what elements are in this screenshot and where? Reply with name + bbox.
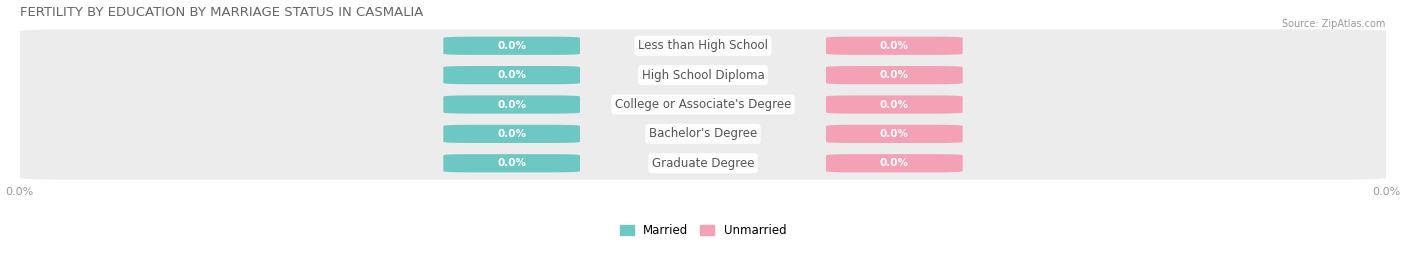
FancyBboxPatch shape: [20, 118, 1386, 150]
Text: 0.0%: 0.0%: [498, 129, 526, 139]
Text: 0.0%: 0.0%: [880, 100, 908, 109]
Text: Bachelor's Degree: Bachelor's Degree: [650, 128, 756, 140]
Text: FERTILITY BY EDUCATION BY MARRIAGE STATUS IN CASMALIA: FERTILITY BY EDUCATION BY MARRIAGE STATU…: [20, 6, 423, 19]
FancyBboxPatch shape: [825, 154, 963, 172]
Text: 0.0%: 0.0%: [880, 158, 908, 168]
FancyBboxPatch shape: [825, 95, 963, 114]
FancyBboxPatch shape: [20, 29, 1386, 62]
Text: College or Associate's Degree: College or Associate's Degree: [614, 98, 792, 111]
FancyBboxPatch shape: [20, 147, 1386, 180]
Text: 0.0%: 0.0%: [880, 129, 908, 139]
Text: Less than High School: Less than High School: [638, 39, 768, 52]
Text: Source: ZipAtlas.com: Source: ZipAtlas.com: [1281, 19, 1385, 29]
Text: 0.0%: 0.0%: [880, 41, 908, 51]
FancyBboxPatch shape: [825, 37, 963, 55]
Text: 0.0%: 0.0%: [498, 41, 526, 51]
Text: 0.0%: 0.0%: [498, 70, 526, 80]
FancyBboxPatch shape: [443, 125, 581, 143]
FancyBboxPatch shape: [20, 88, 1386, 121]
Text: Graduate Degree: Graduate Degree: [652, 157, 754, 170]
FancyBboxPatch shape: [443, 37, 581, 55]
FancyBboxPatch shape: [20, 59, 1386, 91]
Text: 0.0%: 0.0%: [498, 100, 526, 109]
FancyBboxPatch shape: [443, 95, 581, 114]
Legend: Married, Unmarried: Married, Unmarried: [614, 220, 792, 242]
Text: 0.0%: 0.0%: [880, 70, 908, 80]
Text: 0.0%: 0.0%: [498, 158, 526, 168]
FancyBboxPatch shape: [825, 125, 963, 143]
FancyBboxPatch shape: [443, 154, 581, 172]
FancyBboxPatch shape: [443, 66, 581, 84]
FancyBboxPatch shape: [825, 66, 963, 84]
Text: High School Diploma: High School Diploma: [641, 69, 765, 82]
